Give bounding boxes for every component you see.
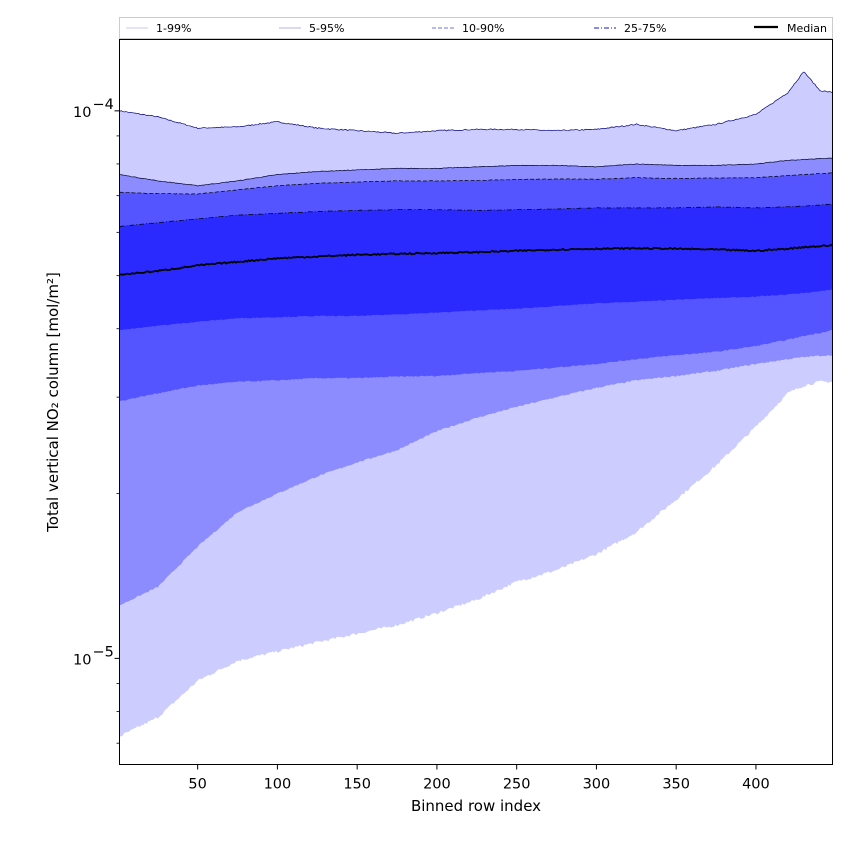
y-tick-label: 10 bbox=[73, 105, 91, 121]
legend-label-25-75: 25-75% bbox=[624, 22, 666, 35]
x-tick-label: 250 bbox=[503, 777, 531, 793]
legend-label-1-99: 1-99% bbox=[156, 22, 191, 35]
y-tick-label: 10 bbox=[73, 652, 91, 668]
chart-bands bbox=[119, 72, 833, 737]
y-axis-ticks: 10−510−4 bbox=[73, 97, 120, 744]
x-axis-ticks: 50 100 150 200 250 300 350 400 bbox=[188, 764, 770, 793]
legend-label-10-90: 10-90% bbox=[462, 22, 504, 35]
band-edge-5-95 bbox=[119, 157, 833, 187]
plot-frame bbox=[119, 39, 833, 765]
legend-label-median: Median bbox=[787, 22, 827, 35]
x-tick-label: 350 bbox=[662, 777, 690, 793]
band-edge-25-75 bbox=[119, 203, 833, 227]
median-line bbox=[119, 243, 833, 276]
band-25-75 bbox=[119, 203, 833, 331]
x-tick-label: 300 bbox=[583, 777, 611, 793]
y-axis-label: Total vertical NO₂ column [mol/m²] bbox=[44, 272, 62, 533]
band-edge-1-99 bbox=[119, 71, 833, 134]
x-tick-label: 200 bbox=[423, 777, 451, 793]
legend-frame bbox=[119, 17, 833, 39]
chart-median bbox=[119, 243, 833, 276]
chart-legend: 1-99% 5-95% 10-90% 25-75% Median bbox=[119, 17, 833, 39]
x-axis-label: Binned row index bbox=[411, 797, 541, 815]
y-tick-exponent: −5 bbox=[93, 644, 114, 660]
x-tick-label: 50 bbox=[188, 777, 206, 793]
y-tick-exponent: −4 bbox=[93, 97, 114, 113]
x-tick-label: 100 bbox=[264, 777, 292, 793]
x-tick-label: 400 bbox=[742, 777, 770, 793]
x-tick-label: 150 bbox=[343, 777, 371, 793]
chart-band-edges bbox=[119, 71, 833, 227]
legend-label-5-95: 5-95% bbox=[309, 22, 344, 35]
